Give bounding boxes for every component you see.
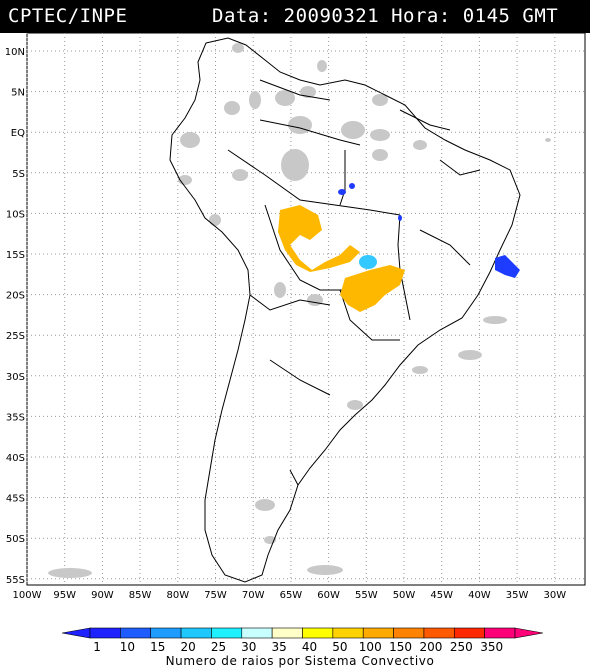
colorbar-value-label: 15 xyxy=(150,640,165,654)
colorbar-value-label: 25 xyxy=(211,640,226,654)
cloud-cover xyxy=(48,43,551,578)
colorbar-value-label: 40 xyxy=(302,640,317,654)
lat-label: 25S xyxy=(6,331,25,342)
lat-label: 5S xyxy=(12,169,25,180)
lat-label: 45S xyxy=(6,494,25,505)
lon-label: 40W xyxy=(468,590,491,601)
colorbar-value-label: 10 xyxy=(120,640,135,654)
country-boundaries xyxy=(169,37,521,583)
colorbar-caption: Numero de raios por Sistema Convectivo xyxy=(165,654,435,668)
colorbar-value-label: 1 xyxy=(93,640,101,654)
lat-label: 10N xyxy=(5,47,25,58)
datetime-label: Data: 20090321 Hora: 0145 GMT xyxy=(212,5,559,27)
lat-label: 55S xyxy=(6,575,25,586)
colorbar-segment xyxy=(302,627,334,639)
lon-label: 95W xyxy=(53,590,76,601)
colorbar-segment xyxy=(271,627,303,639)
colorbar-value-label: 20 xyxy=(180,640,195,654)
colorbar-value-label: 150 xyxy=(389,640,412,654)
colorbar-segment xyxy=(150,627,182,639)
colorbar-segment xyxy=(453,627,485,639)
colorbar-segment xyxy=(120,627,152,639)
lat-label: 30S xyxy=(6,372,25,383)
colorbar-left-arrow xyxy=(61,627,91,639)
lon-label: 70W xyxy=(242,590,265,601)
colorbar-segment xyxy=(89,627,121,639)
colorbar-segment xyxy=(180,627,212,639)
convective-system-blue xyxy=(338,183,520,278)
colorbar-segment xyxy=(241,627,273,639)
lon-label: 90W xyxy=(91,590,114,601)
lat-label: 5N xyxy=(11,88,25,99)
lat-label: 50S xyxy=(6,534,25,545)
colorbar-segment xyxy=(393,627,425,639)
colorbar-value-label: 250 xyxy=(450,640,473,654)
lon-label: 75W xyxy=(204,590,227,601)
lon-label: 65W xyxy=(280,590,303,601)
lon-label: 50W xyxy=(393,590,416,601)
lat-label: 20S xyxy=(6,291,25,302)
colorbar-value-label: 30 xyxy=(241,640,256,654)
lon-label: 55W xyxy=(355,590,378,601)
source-label: CPTEC/INPE xyxy=(8,5,128,27)
longitude-labels: 100W 95W 90W 85W 80W 75W 70W 65W 60W 55W 50W 45W 40W… xyxy=(13,590,567,601)
colorbar-segment xyxy=(332,627,364,639)
colorbar-value-label: 35 xyxy=(272,640,287,654)
lon-label: 30W xyxy=(543,590,566,601)
lon-label: 85W xyxy=(129,590,152,601)
convective-system-light-blue xyxy=(359,255,377,269)
convective-system-orange xyxy=(278,205,405,312)
colorbar-value-label: 200 xyxy=(420,640,443,654)
grid-lines xyxy=(26,33,585,585)
colorbar-segment xyxy=(423,627,455,639)
map-frame xyxy=(26,32,586,586)
lat-label: 15S xyxy=(6,250,25,261)
lat-label: 10S xyxy=(6,209,25,220)
lon-label: 60W xyxy=(317,590,340,601)
colorbar-value-label: 350 xyxy=(480,640,503,654)
title-bar: CPTEC/INPE Data: 20090321 Hora: 0145 GMT xyxy=(0,0,590,33)
colorbar: 1 10 15 20 25 30 35 40 50 100 150 200 250 350 xyxy=(61,627,544,654)
lon-label: 100W xyxy=(13,590,42,601)
colorbar-segment xyxy=(484,627,516,639)
lon-label: 45W xyxy=(430,590,453,601)
colorbar-segment xyxy=(362,627,394,639)
colorbar-value-label: 100 xyxy=(359,640,382,654)
colorbar-right-arrow xyxy=(514,627,544,639)
lat-label: EQ xyxy=(11,128,25,139)
lat-label: 40S xyxy=(6,453,25,464)
colorbar-value-label: 50 xyxy=(332,640,347,654)
colorbar-segment xyxy=(211,627,243,639)
lon-label: 80W xyxy=(166,590,189,601)
latitude-labels: 10N 5N EQ 5S 10S 15S 20S 25S 30S 35S 40S 45S 50S 55S xyxy=(5,47,25,586)
lon-label: 35W xyxy=(506,590,529,601)
lat-label: 35S xyxy=(6,412,25,423)
